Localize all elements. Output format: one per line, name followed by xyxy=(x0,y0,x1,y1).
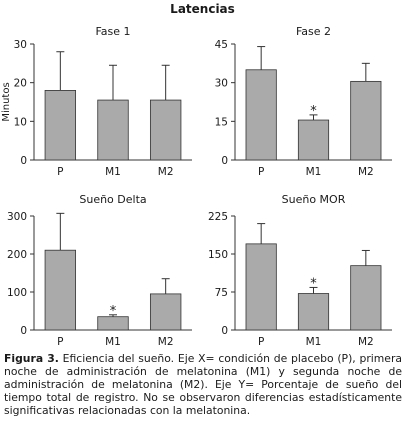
bar xyxy=(297,293,330,331)
bar xyxy=(297,119,330,161)
y-tick-label: 15 xyxy=(215,116,228,128)
bar xyxy=(44,249,77,331)
y-tick-label: 100 xyxy=(7,287,27,299)
x-tick-label: P xyxy=(258,336,264,348)
caption-text: Eficiencia del sueño. Eje X= condición d… xyxy=(4,352,403,417)
x-tick-label: M1 xyxy=(105,166,121,178)
y-tick-label: 0 xyxy=(221,325,228,337)
panel-title: Sueño Delta xyxy=(79,193,146,206)
x-tick-label: M1 xyxy=(306,336,322,348)
chart-figure: Fase 1 Minutos 0 10 20 30 P M1 M2 Fase 2 0 15 30 45 P *… xyxy=(1,25,392,348)
x-tick-label: M2 xyxy=(358,336,374,348)
figure-title: Latencias xyxy=(170,2,235,16)
y-tick-label: 200 xyxy=(7,249,27,261)
x-tick-label: P xyxy=(57,166,63,178)
bar xyxy=(149,293,182,331)
caption-label: Figura 3. xyxy=(4,352,59,365)
y-tick-label: 0 xyxy=(221,155,228,167)
y-tick-label: 150 xyxy=(208,249,228,261)
y-axis-label: Minutos xyxy=(1,82,12,121)
y-tick-label: 30 xyxy=(215,78,228,90)
y-tick-label: 0 xyxy=(20,325,27,337)
x-tick-label: P xyxy=(57,336,63,348)
x-tick-label: M1 xyxy=(306,166,322,178)
y-tick-label: 75 xyxy=(215,287,228,299)
y-tick-label: 225 xyxy=(208,211,228,223)
y-tick-label: 45 xyxy=(215,39,228,51)
x-tick-label: M2 xyxy=(158,166,174,178)
y-tick-label: 20 xyxy=(14,78,27,90)
bar xyxy=(245,69,277,161)
panel-title: Fase 1 xyxy=(95,25,130,38)
significance-marker: * xyxy=(310,104,317,119)
panel-title: Fase 2 xyxy=(296,25,331,38)
significance-marker: * xyxy=(110,304,117,319)
x-tick-label: M2 xyxy=(158,336,174,348)
bar xyxy=(350,265,382,331)
panel-title: Sueño MOR xyxy=(282,193,346,206)
bar xyxy=(245,243,277,331)
bar xyxy=(350,80,382,161)
y-tick-label: 0 xyxy=(20,155,27,167)
bar xyxy=(97,99,129,161)
x-tick-label: P xyxy=(258,166,264,178)
x-tick-label: M2 xyxy=(358,166,374,178)
bar xyxy=(149,99,182,161)
bar xyxy=(44,90,77,161)
y-tick-label: 300 xyxy=(7,211,27,223)
significance-marker: * xyxy=(310,276,317,291)
y-tick-label: 10 xyxy=(14,116,27,128)
figure-caption: Figura 3. Eficiencia del sueño. Eje X= c… xyxy=(4,352,402,417)
x-tick-label: M1 xyxy=(105,336,121,348)
y-tick-label: 30 xyxy=(14,39,27,51)
